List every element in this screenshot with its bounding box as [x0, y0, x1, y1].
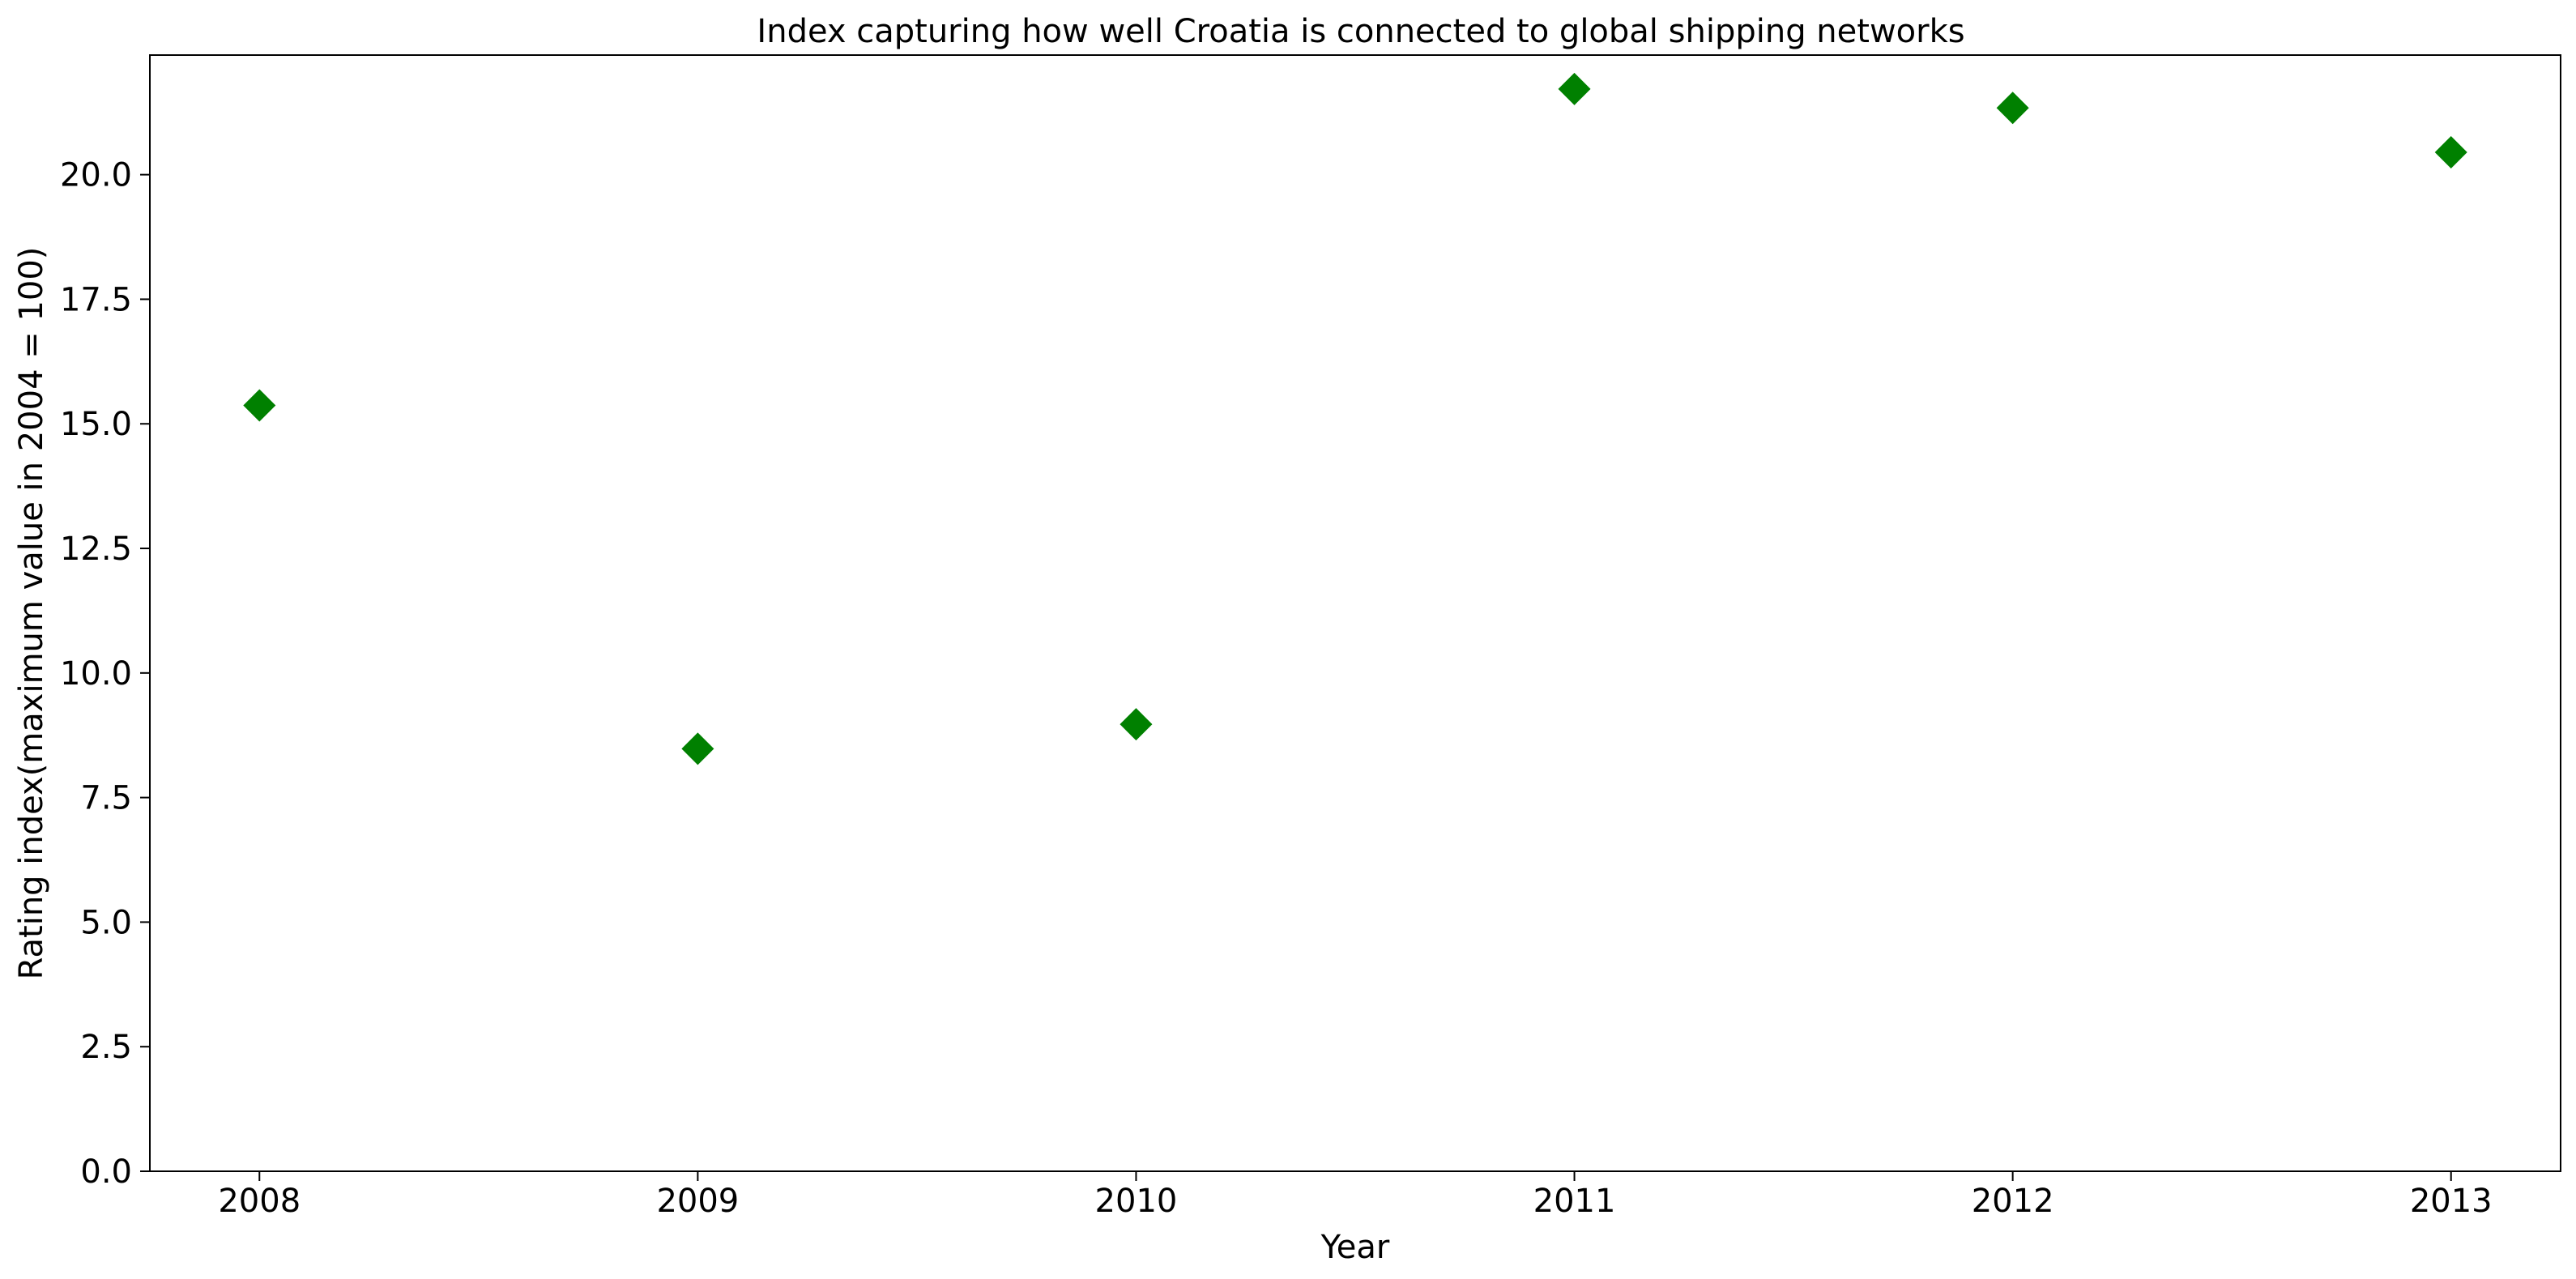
x-tick-label: 2013: [2410, 1183, 2493, 1220]
data-point: [681, 732, 714, 765]
plot-area: [149, 54, 2561, 1172]
chart-title: Index capturing how well Croatia is conn…: [757, 13, 1964, 50]
y-tick-label: 20.0: [60, 157, 132, 194]
x-tick-label: 2010: [1095, 1183, 1178, 1220]
y-axis-label: Rating index(maximum value in 2004 = 100…: [13, 247, 50, 980]
x-tick-label: 2011: [1533, 1183, 1616, 1220]
y-tick-label: 2.5: [80, 1029, 132, 1066]
x-tick-label: 2009: [656, 1183, 739, 1220]
x-tick-label: 2012: [1972, 1183, 2054, 1220]
data-point: [2434, 135, 2467, 168]
y-tick-label: 17.5: [60, 281, 132, 318]
y-axis: 0.0 2.5 5.0 7.5 10.0 12.5 15.0 17.5 20.0: [60, 157, 150, 1191]
x-axis-label: Year: [1320, 1229, 1390, 1266]
y-tick-label: 12.5: [60, 531, 132, 568]
data-point: [1558, 72, 1591, 105]
y-tick-label: 10.0: [60, 655, 132, 693]
y-tick-label: 15.0: [60, 406, 132, 443]
data-series: [243, 72, 2467, 765]
data-point: [1996, 92, 2029, 125]
x-tick-label: 2008: [218, 1183, 301, 1220]
x-axis: 2008 2009 2010 2011 2012 2013: [218, 1171, 2493, 1220]
y-tick-label: 5.0: [80, 904, 132, 941]
data-point: [1120, 708, 1153, 741]
data-point: [243, 389, 276, 422]
y-tick-label: 0.0: [80, 1153, 132, 1191]
y-tick-label: 7.5: [80, 780, 132, 817]
